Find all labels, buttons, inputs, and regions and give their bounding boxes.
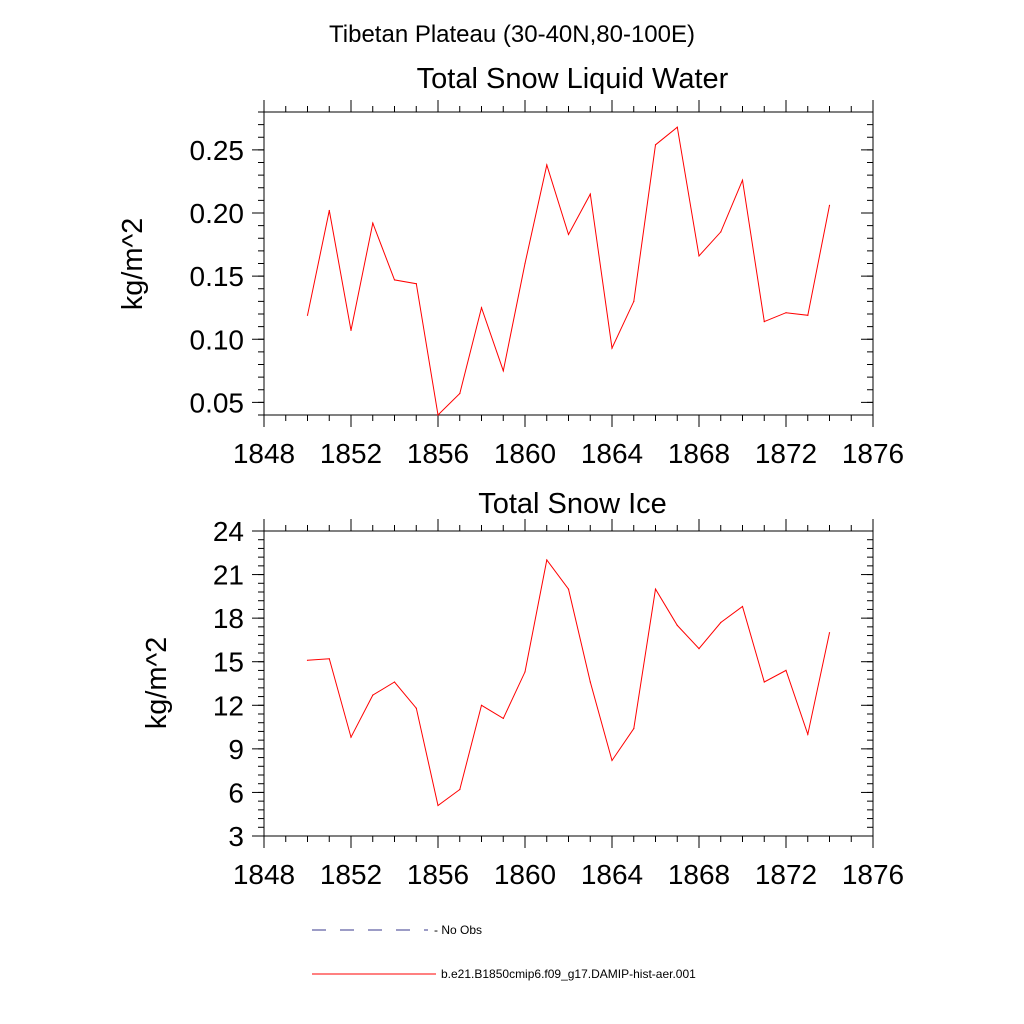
figure-suptitle: Tibetan Plateau (30-40N,80-100E) bbox=[329, 21, 695, 48]
chart-title: Total Snow Ice bbox=[478, 488, 667, 520]
y-tick-label: 9 bbox=[228, 734, 244, 765]
x-tick-label: 1860 bbox=[494, 438, 556, 469]
y-axis-label: kg/m^2 bbox=[141, 637, 173, 730]
x-tick-label: 1876 bbox=[842, 438, 904, 469]
legend: - No Obs b.e21.B1850cmip6.f09_g17.DAMIP-… bbox=[312, 923, 696, 981]
x-tick-label: 1856 bbox=[407, 438, 469, 469]
x-tick-label: 1852 bbox=[320, 438, 382, 469]
data-point bbox=[611, 759, 613, 762]
data-point bbox=[741, 605, 744, 608]
data-point bbox=[437, 804, 439, 807]
series-line bbox=[307, 126, 830, 417]
panel-snow-liquid-water: Total Snow Liquid Water kg/m^2 1848 1852 185… bbox=[117, 63, 904, 469]
y-axis-label: kg/m^2 bbox=[117, 218, 149, 311]
data-point bbox=[785, 312, 787, 314]
data-point bbox=[502, 717, 504, 720]
data-point bbox=[350, 329, 352, 331]
chart-title: Total Snow Liquid Water bbox=[417, 63, 729, 95]
plot-frame bbox=[263, 530, 874, 837]
data-point bbox=[763, 681, 765, 683]
y-tick-label: 21 bbox=[213, 560, 244, 591]
data-point bbox=[567, 588, 570, 590]
data-point bbox=[459, 788, 461, 791]
data-point bbox=[480, 307, 483, 309]
data-point bbox=[393, 279, 396, 281]
legend-obs-label: - No Obs bbox=[434, 923, 482, 937]
y-tick-label: 0.25 bbox=[190, 135, 245, 166]
x-tick-label: 1872 bbox=[755, 438, 817, 469]
data-point bbox=[763, 321, 765, 323]
series-line bbox=[307, 558, 830, 807]
x-tick-label: 1852 bbox=[320, 859, 382, 890]
x-tick-label: 1868 bbox=[668, 859, 730, 890]
plot-frame bbox=[263, 111, 874, 416]
x-tick-label: 1868 bbox=[668, 438, 730, 469]
data-point bbox=[524, 262, 526, 265]
data-point bbox=[807, 733, 809, 735]
y-tick-label: 24 bbox=[213, 516, 244, 547]
y-tick-label: 0.10 bbox=[190, 324, 245, 355]
x-tick-label: 1848 bbox=[233, 859, 295, 890]
data-point bbox=[654, 588, 657, 590]
data-point bbox=[807, 314, 809, 316]
y-tick-label: 18 bbox=[213, 603, 244, 634]
data-point bbox=[676, 126, 678, 128]
x-tick-label: 1860 bbox=[494, 859, 556, 890]
y-tick-label: 15 bbox=[213, 647, 244, 678]
data-point bbox=[546, 164, 548, 166]
data-point bbox=[350, 736, 352, 738]
data-point bbox=[633, 300, 635, 302]
data-point bbox=[524, 671, 526, 673]
data-point bbox=[459, 392, 461, 395]
data-point bbox=[698, 255, 700, 257]
data-point bbox=[415, 707, 417, 709]
data-point bbox=[720, 621, 722, 624]
y-tick-label: 12 bbox=[213, 690, 244, 721]
data-point bbox=[698, 648, 700, 650]
data-point bbox=[828, 204, 831, 206]
legend-model-label: b.e21.B1850cmip6.f09_g17.DAMIP-hist-aer.… bbox=[441, 967, 696, 981]
data-point bbox=[437, 414, 439, 416]
x-tick-label: 1848 bbox=[233, 438, 295, 469]
x-tick-label: 1864 bbox=[581, 438, 643, 469]
data-point bbox=[372, 694, 374, 696]
data-point bbox=[567, 233, 570, 236]
data-point bbox=[720, 231, 722, 233]
y-tick-label: 3 bbox=[228, 821, 244, 852]
data-point bbox=[589, 193, 591, 195]
panel-snow-ice: Total Snow Ice kg/m^2 1848 1852 1856 1860 1864… bbox=[141, 488, 904, 890]
x-tick-label: 1856 bbox=[407, 859, 469, 890]
data-point bbox=[741, 179, 744, 181]
data-point bbox=[589, 681, 591, 683]
data-point bbox=[654, 144, 657, 146]
data-point bbox=[306, 314, 309, 316]
data-point bbox=[546, 559, 548, 561]
data-point bbox=[372, 222, 374, 224]
data-point bbox=[676, 624, 678, 627]
y-tick-label: 6 bbox=[228, 777, 244, 808]
data-point bbox=[393, 681, 396, 683]
data-point bbox=[328, 209, 330, 212]
data-point bbox=[633, 727, 635, 730]
data-point bbox=[828, 632, 831, 634]
data-point bbox=[502, 370, 504, 372]
x-tick-label: 1864 bbox=[581, 859, 643, 890]
data-point bbox=[328, 658, 330, 660]
y-tick-label: 0.05 bbox=[190, 387, 245, 418]
x-tick-label: 1872 bbox=[755, 859, 817, 890]
data-point bbox=[611, 347, 613, 349]
x-tick-label: 1876 bbox=[842, 859, 904, 890]
data-point bbox=[415, 283, 417, 285]
data-point bbox=[480, 704, 483, 706]
data-point bbox=[306, 659, 309, 661]
y-tick-label: 0.20 bbox=[190, 198, 245, 229]
y-tick-label: 0.15 bbox=[190, 261, 245, 292]
data-point bbox=[785, 669, 787, 672]
